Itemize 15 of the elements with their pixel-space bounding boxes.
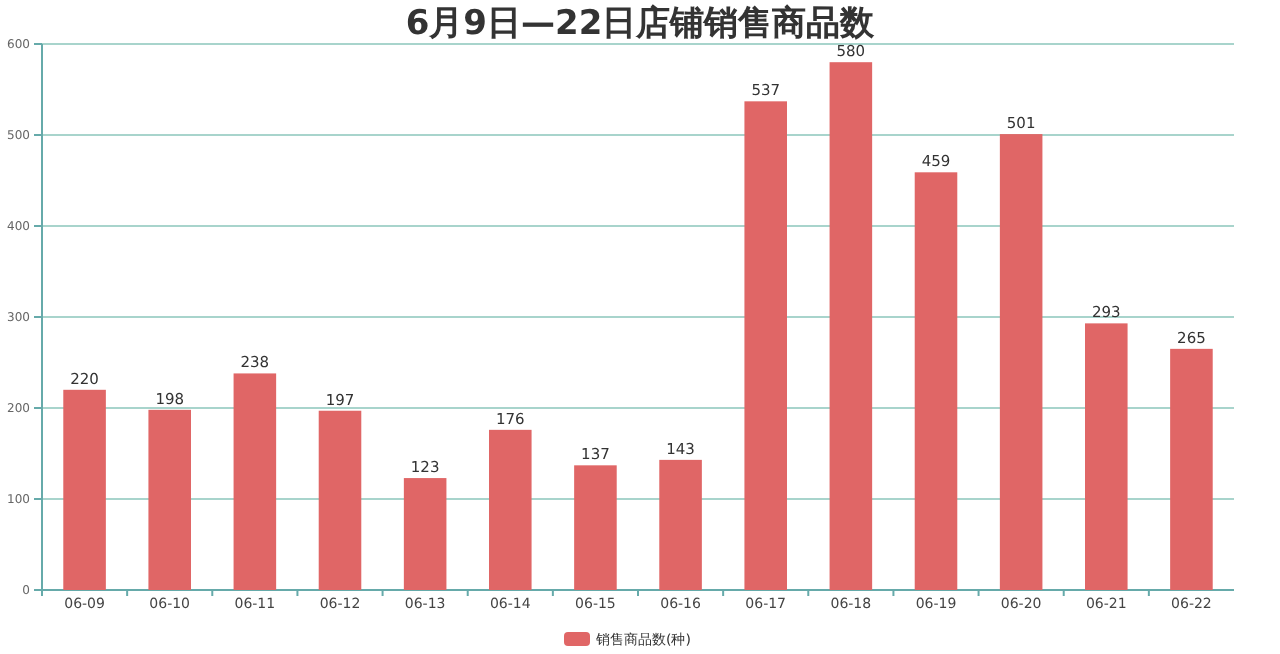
bar [744,101,787,590]
bar [403,478,447,590]
bar [999,134,1043,590]
bar [148,409,191,590]
bar [914,172,958,590]
bar [574,465,617,590]
bar [659,459,702,590]
bar [1085,323,1128,590]
bar [318,410,362,590]
bar [1170,348,1213,590]
bar [829,62,873,590]
bar [489,429,532,590]
bar [233,373,277,590]
chart-title: 6月9日—22日店铺销售商品数 [405,4,877,44]
bar [63,389,106,590]
